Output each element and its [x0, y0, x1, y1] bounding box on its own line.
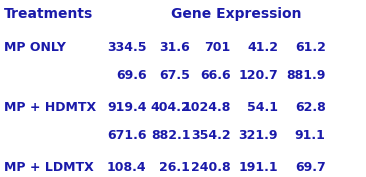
Text: 54.1: 54.1 [247, 101, 278, 114]
Text: 191.1: 191.1 [239, 161, 278, 174]
Text: 31.6: 31.6 [160, 41, 190, 54]
Text: 240.8: 240.8 [191, 161, 231, 174]
Text: 882.1: 882.1 [151, 129, 190, 142]
Text: 1024.8: 1024.8 [182, 101, 231, 114]
Text: MP ONLY: MP ONLY [4, 41, 66, 54]
Text: 91.1: 91.1 [295, 129, 326, 142]
Text: MP + HDMTX: MP + HDMTX [4, 101, 96, 114]
Text: 61.2: 61.2 [295, 41, 326, 54]
Text: 66.6: 66.6 [200, 69, 231, 82]
Text: 354.2: 354.2 [191, 129, 231, 142]
Text: 69.7: 69.7 [295, 161, 326, 174]
Text: MP + LDMTX: MP + LDMTX [4, 161, 93, 174]
Text: 62.8: 62.8 [295, 101, 326, 114]
Text: 881.9: 881.9 [286, 69, 326, 82]
Text: 671.6: 671.6 [107, 129, 146, 142]
Text: Gene Expression: Gene Expression [171, 7, 301, 21]
Text: 26.1: 26.1 [160, 161, 190, 174]
Text: 69.6: 69.6 [116, 69, 146, 82]
Text: 41.2: 41.2 [247, 41, 278, 54]
Text: 108.4: 108.4 [107, 161, 146, 174]
Text: Treatments: Treatments [4, 7, 93, 21]
Text: 120.7: 120.7 [238, 69, 278, 82]
Text: 404.2: 404.2 [150, 101, 190, 114]
Text: 321.9: 321.9 [239, 129, 278, 142]
Text: 67.5: 67.5 [160, 69, 190, 82]
Text: 334.5: 334.5 [107, 41, 146, 54]
Text: 919.4: 919.4 [107, 101, 146, 114]
Text: 701: 701 [204, 41, 231, 54]
